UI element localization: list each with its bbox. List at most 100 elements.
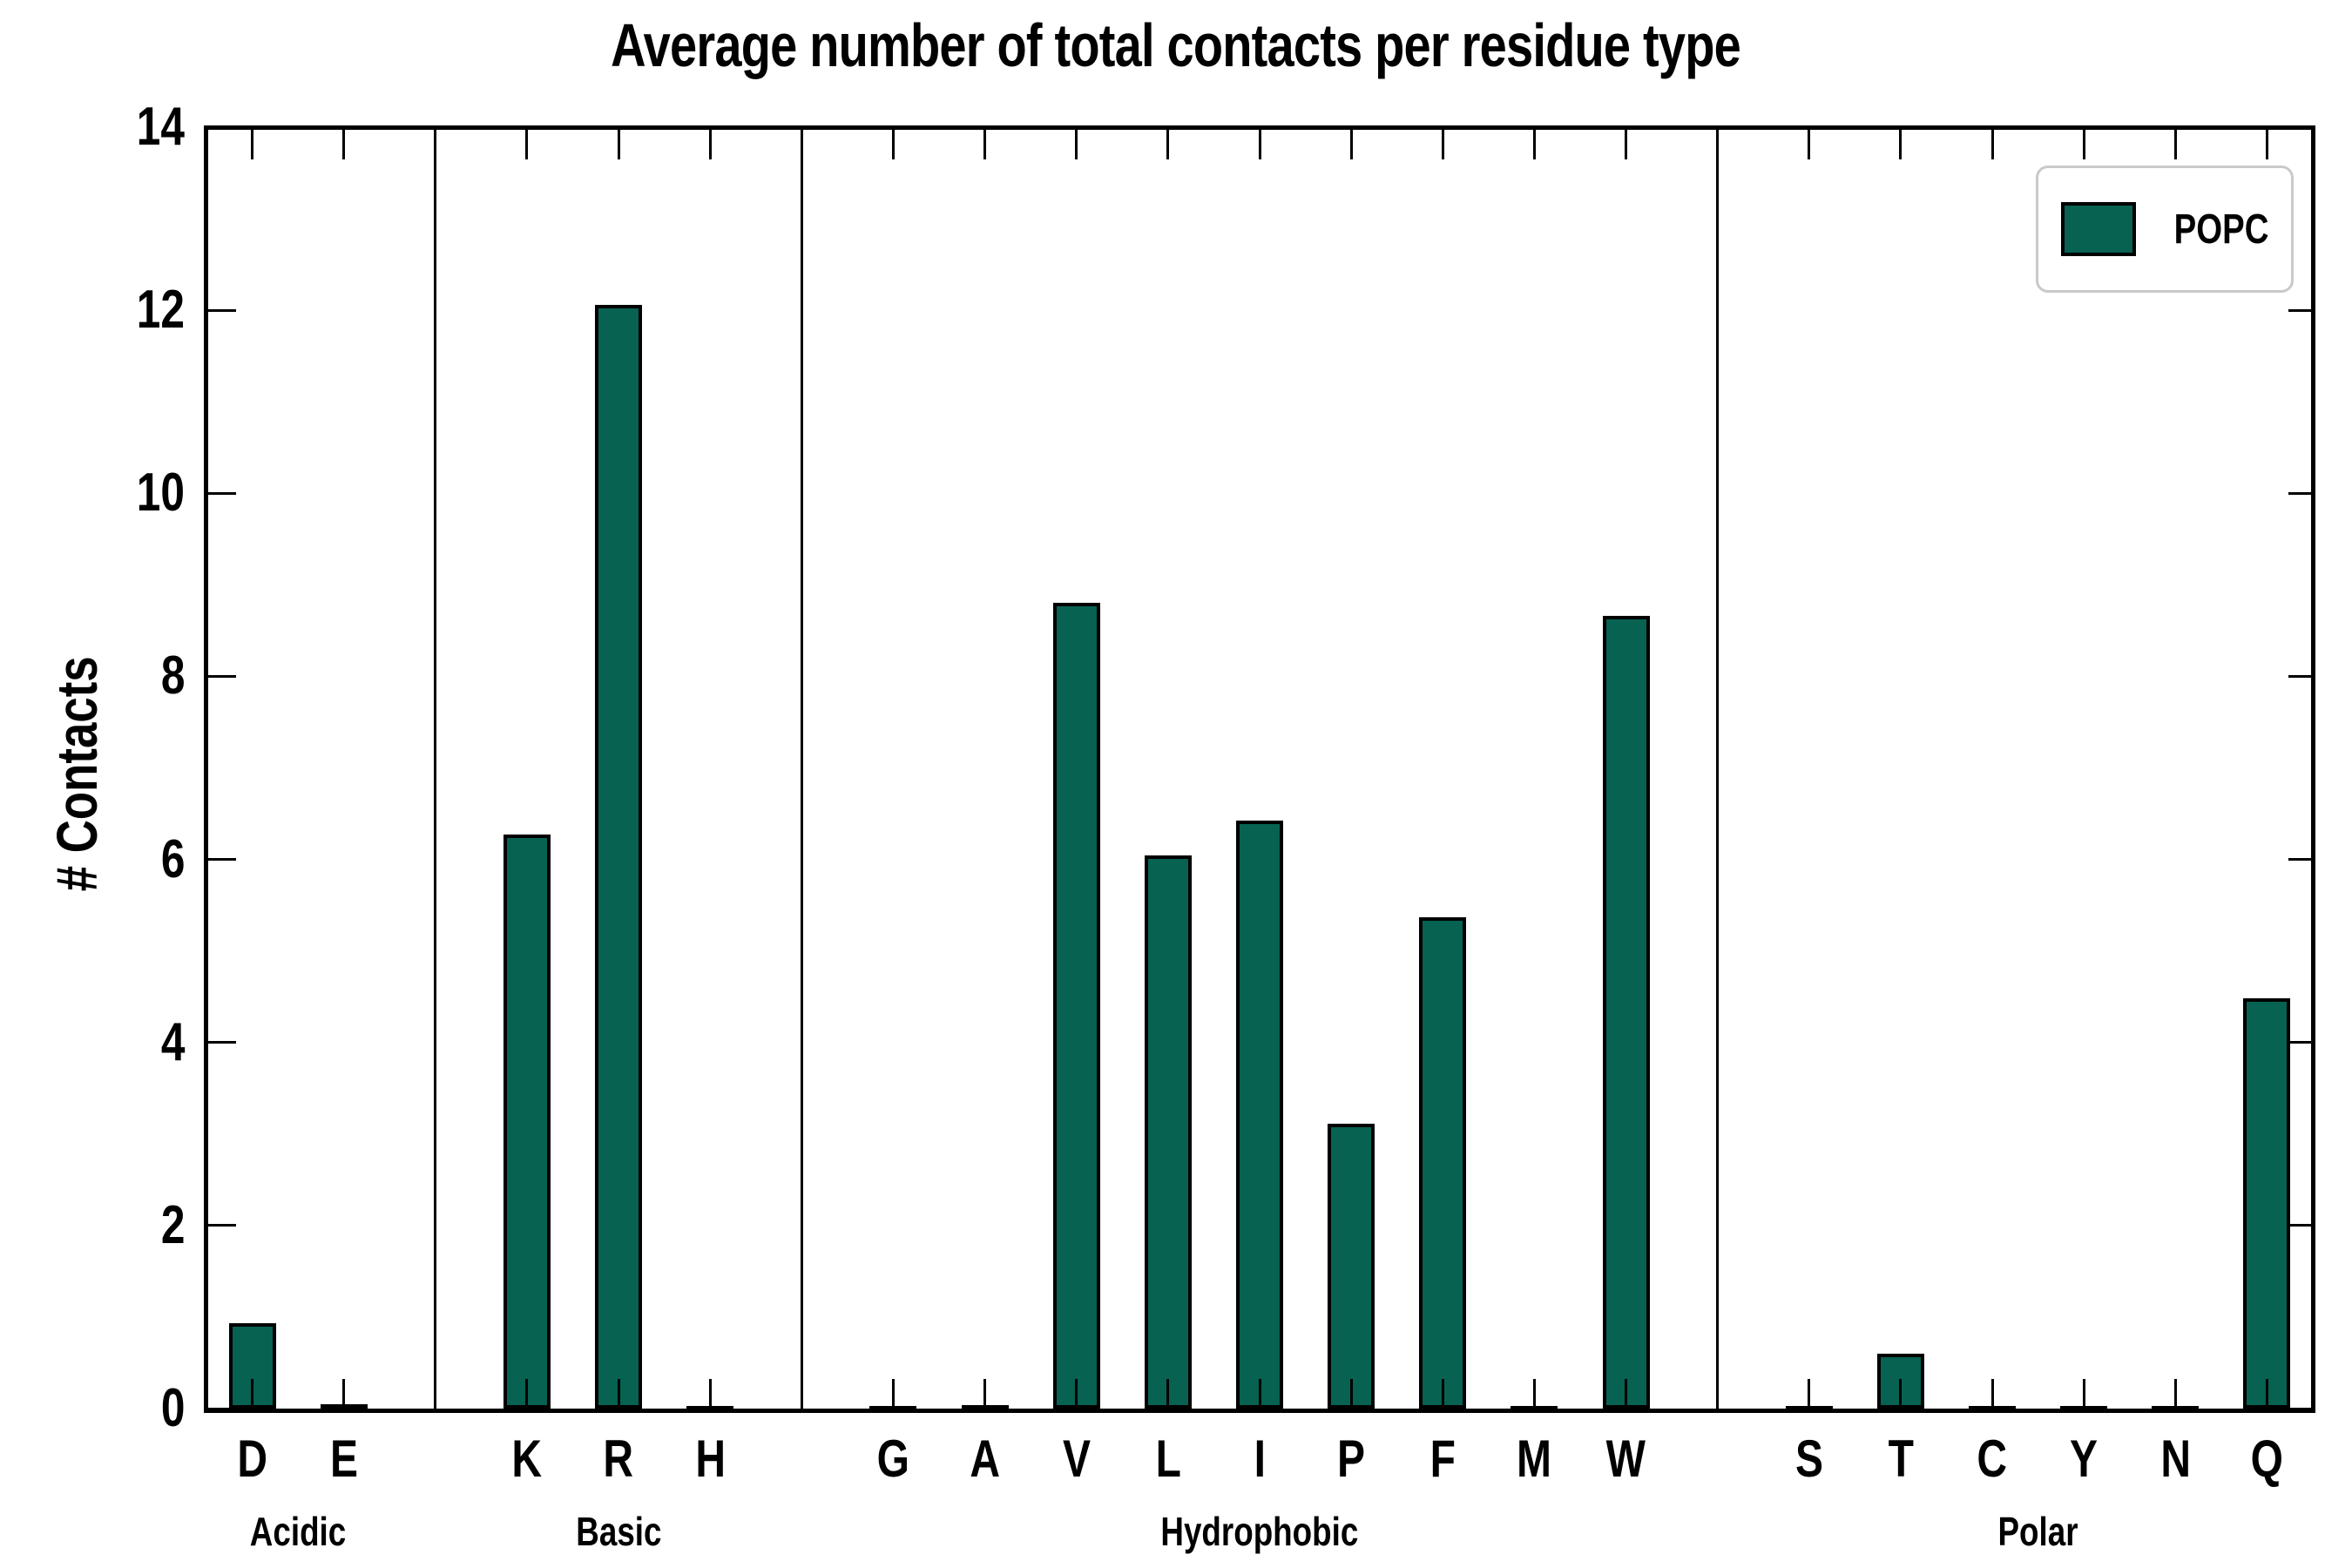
x-axis-tick <box>983 1379 987 1409</box>
y-tick-label: 12 <box>136 280 185 341</box>
x-axis-tick <box>2173 130 2177 159</box>
x-axis-tick <box>342 1379 346 1409</box>
x-axis-tick <box>617 130 620 159</box>
x-axis-tick <box>1441 130 1444 159</box>
x-axis-tick <box>1899 1379 1903 1409</box>
x-axis-tick <box>708 1379 712 1409</box>
x-tick-label-C: C <box>1977 1429 2008 1488</box>
x-axis-tick <box>891 1379 895 1409</box>
y-axis-tick <box>208 674 236 678</box>
x-tick-label-F: F <box>1429 1429 1456 1488</box>
x-axis-tick <box>2082 1379 2085 1409</box>
y-axis-tick <box>2288 1041 2311 1044</box>
group-divider <box>800 130 803 1409</box>
group-divider <box>1716 130 1720 1409</box>
x-axis-tick <box>1808 130 1811 159</box>
x-tick-label-L: L <box>1155 1429 1181 1488</box>
x-axis-tick <box>1532 1379 1536 1409</box>
x-axis-tick <box>1808 1379 1811 1409</box>
x-tick-label-G: G <box>876 1429 910 1488</box>
y-axis-tick <box>208 308 236 312</box>
x-tick-label-K: K <box>511 1429 543 1488</box>
bar-V <box>1052 603 1100 1409</box>
bar-Q <box>2243 998 2291 1409</box>
group-label-polar: Polar <box>1997 1509 2078 1554</box>
y-axis-tick <box>208 1041 236 1044</box>
x-axis-tick <box>1075 130 1078 159</box>
bar-R <box>595 304 643 1409</box>
y-axis-tick <box>208 491 236 495</box>
y-axis-tick <box>2288 1407 2311 1410</box>
bar-P <box>1328 1124 1375 1409</box>
x-axis-tick <box>708 130 712 159</box>
y-axis-label: # Contacts <box>44 207 110 1340</box>
x-axis-tick <box>1625 130 1628 159</box>
legend-label: POPC <box>2173 206 2269 253</box>
y-tick-label: 10 <box>136 463 185 524</box>
x-axis-tick <box>1166 1379 1170 1409</box>
x-tick-label-A: A <box>970 1429 1000 1488</box>
x-tick-label-S: S <box>1794 1429 1823 1488</box>
y-tick-label: 4 <box>160 1011 185 1072</box>
x-tick-label-Y: Y <box>2070 1429 2099 1488</box>
bar-W <box>1602 616 1650 1409</box>
x-tick-label-I: I <box>1254 1429 1266 1488</box>
x-axis-tick <box>1349 130 1353 159</box>
y-tick-label: 2 <box>160 1194 185 1255</box>
x-axis-tick <box>251 1379 254 1409</box>
group-divider <box>434 130 437 1409</box>
x-axis-tick <box>1990 1379 1994 1409</box>
chart-title: Average number of total contacts per res… <box>0 10 2352 80</box>
x-axis-tick <box>617 1379 620 1409</box>
x-tick-label-P: P <box>1337 1429 1366 1488</box>
x-axis-tick <box>1166 130 1170 159</box>
x-axis-tick <box>1075 1379 1078 1409</box>
x-axis-tick <box>2082 130 2085 159</box>
x-axis-tick <box>251 130 254 159</box>
y-tick-label: 8 <box>160 645 185 706</box>
x-tick-label-H: H <box>694 1429 726 1488</box>
x-tick-label-T: T <box>1888 1429 1914 1488</box>
x-axis-tick <box>2173 1379 2177 1409</box>
y-axis-tick <box>2288 858 2311 862</box>
bar-I <box>1236 821 1283 1409</box>
group-label-hydrophobic: Hydrophobic <box>1160 1509 1359 1554</box>
bar-L <box>1144 855 1192 1409</box>
x-axis-tick <box>983 130 987 159</box>
y-axis-tick <box>208 1224 236 1227</box>
group-label-basic: Basic <box>575 1509 662 1554</box>
bar-K <box>503 835 551 1409</box>
chart-title-text: Average number of total contacts per res… <box>611 11 1742 79</box>
x-axis-tick <box>1441 1379 1444 1409</box>
y-axis-tick <box>2288 1224 2311 1227</box>
x-axis-tick <box>525 1379 529 1409</box>
x-axis-tick <box>342 130 346 159</box>
x-tick-label-D: D <box>237 1429 267 1488</box>
y-tick-label: 14 <box>136 97 185 157</box>
y-axis-tick <box>2288 308 2311 312</box>
legend-swatch-popc <box>2061 202 2136 256</box>
y-axis-tick <box>2288 674 2311 678</box>
x-axis-tick <box>2265 130 2268 159</box>
y-axis-tick <box>2288 125 2311 129</box>
x-axis-tick <box>1349 1379 1353 1409</box>
y-axis-tick <box>208 858 236 862</box>
x-tick-label-Q: Q <box>2250 1429 2284 1488</box>
x-tick-label-M: M <box>1517 1429 1552 1488</box>
x-axis-tick <box>1625 1379 1628 1409</box>
x-axis-tick <box>891 130 895 159</box>
group-label-acidic: Acidic <box>249 1509 347 1554</box>
x-tick-label-V: V <box>1062 1429 1091 1488</box>
x-tick-label-N: N <box>2159 1429 2191 1488</box>
x-axis-tick <box>1532 130 1536 159</box>
y-axis-tick <box>2288 491 2311 495</box>
x-axis-tick <box>1258 1379 1261 1409</box>
x-axis-tick <box>1258 130 1261 159</box>
x-axis-tick <box>1899 130 1903 159</box>
x-axis-tick <box>2265 1379 2268 1409</box>
x-tick-label-R: R <box>603 1429 634 1488</box>
y-tick-label: 6 <box>160 828 185 889</box>
legend: POPC <box>2036 166 2294 293</box>
x-tick-label-E: E <box>329 1429 358 1488</box>
x-axis-tick <box>525 130 529 159</box>
